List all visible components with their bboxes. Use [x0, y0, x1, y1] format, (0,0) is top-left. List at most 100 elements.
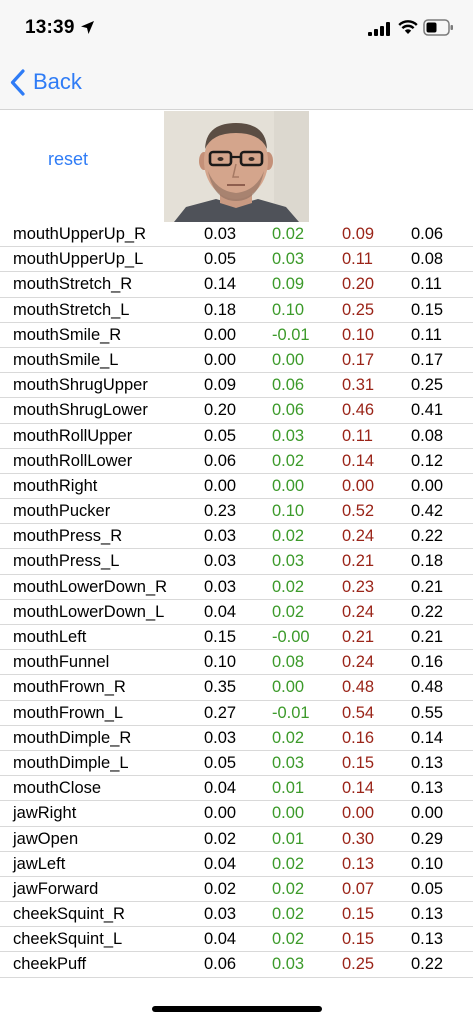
value-max: 0.54 — [342, 703, 375, 722]
value-delta: 0.02 — [272, 728, 305, 747]
table-row: mouthLowerDown_L 0.04 0.02 0.24 0.22 — [0, 600, 473, 625]
table-row: mouthDimple_L 0.05 0.03 0.15 0.13 — [0, 751, 473, 777]
blendshape-name: mouthStretch_R — [13, 275, 133, 294]
face-image — [164, 111, 309, 222]
value-range: 0.12 — [411, 451, 444, 470]
blendshape-name: mouthLowerDown_L — [13, 602, 165, 621]
value-delta: 0.00 — [272, 476, 305, 495]
value-range: 0.15 — [411, 300, 444, 319]
blendshape-name: mouthSmile_L — [13, 350, 119, 369]
blendshape-name: mouthDimple_R — [13, 728, 132, 747]
value-current: 0.05 — [204, 426, 237, 445]
table-row: mouthShrugUpper 0.09 0.06 0.31 0.25 — [0, 373, 473, 399]
value-range: 0.13 — [411, 905, 444, 924]
value-delta: 0.01 — [272, 779, 305, 798]
value-current: 0.14 — [204, 275, 237, 294]
blendshape-name: mouthUpperUp_R — [13, 225, 146, 243]
wifi-icon — [398, 20, 418, 34]
value-range: 0.22 — [411, 602, 444, 621]
value-delta: 0.03 — [272, 753, 305, 772]
table-row: mouthFrown_L 0.27 -0.01 0.54 0.55 — [0, 701, 473, 726]
blendshape-name: mouthUpperUp_L — [13, 250, 144, 269]
value-max: 0.13 — [342, 854, 375, 873]
value-current: 0.27 — [204, 703, 237, 722]
value-max: 0.20 — [342, 275, 375, 294]
value-delta: 0.02 — [272, 854, 305, 873]
home-indicator[interactable] — [152, 1006, 322, 1012]
value-max: 0.30 — [342, 829, 375, 848]
value-range: 0.11 — [411, 275, 442, 294]
value-delta: -0.01 — [272, 703, 310, 722]
value-current: 0.18 — [204, 300, 237, 319]
blendshape-name: mouthPucker — [13, 502, 111, 521]
table-row: mouthFunnel 0.10 0.08 0.24 0.16 — [0, 650, 473, 676]
value-delta: 0.10 — [272, 300, 305, 319]
table-row: jawRight 0.00 0.00 0.00 0.00 — [0, 801, 473, 827]
value-delta: 0.02 — [272, 577, 305, 596]
value-delta: 0.06 — [272, 401, 305, 420]
value-delta: 0.00 — [272, 350, 305, 369]
value-current: 0.03 — [204, 225, 237, 243]
value-range: 0.42 — [411, 502, 444, 521]
value-current: 0.09 — [204, 376, 237, 395]
value-delta: 0.06 — [272, 376, 305, 395]
table-row: mouthClose 0.04 0.01 0.14 0.13 — [0, 776, 473, 802]
table-row: mouthLeft 0.15 -0.00 0.21 0.21 — [0, 625, 473, 651]
blendshape-table: mouthUpperUp_R 0.03 0.02 0.09 0.06 mouthUpper… — [0, 222, 473, 978]
value-range: 0.22 — [411, 955, 444, 974]
value-current: 0.00 — [204, 325, 237, 344]
value-max: 0.23 — [342, 577, 375, 596]
table-row: mouthSmile_L 0.00 0.00 0.17 0.17 — [0, 348, 473, 374]
value-current: 0.03 — [204, 728, 237, 747]
blendshape-name: jawRight — [13, 804, 77, 823]
value-range: 0.08 — [411, 250, 444, 269]
table-row: mouthPucker 0.23 0.10 0.52 0.42 — [0, 499, 473, 525]
blendshape-name: mouthShrugUpper — [13, 376, 148, 395]
blendshape-name: cheekSquint_L — [13, 930, 123, 949]
table-row: mouthLowerDown_R 0.03 0.02 0.23 0.21 — [0, 575, 473, 600]
table-row: mouthDimple_R 0.03 0.02 0.16 0.14 — [0, 726, 473, 751]
value-max: 0.09 — [342, 225, 375, 243]
back-button[interactable]: Back — [10, 64, 82, 100]
value-delta: -0.00 — [272, 628, 310, 646]
table-row: mouthRollUpper 0.05 0.03 0.11 0.08 — [0, 424, 473, 449]
value-range: 0.13 — [411, 753, 444, 772]
value-range: 0.00 — [411, 804, 444, 823]
value-delta: 0.02 — [272, 602, 305, 621]
value-max: 0.48 — [342, 678, 375, 697]
blendshape-name: mouthFrown_L — [13, 703, 124, 722]
blendshape-name: mouthPress_L — [13, 552, 120, 571]
value-delta: 0.03 — [272, 250, 305, 269]
table-row: mouthStretch_R 0.14 0.09 0.20 0.11 — [0, 272, 473, 298]
value-current: 0.05 — [204, 753, 237, 772]
value-range: 0.08 — [411, 426, 444, 445]
value-delta: -0.01 — [272, 325, 310, 344]
value-delta: 0.00 — [272, 804, 305, 823]
table-row: mouthUpperUp_L 0.05 0.03 0.11 0.08 — [0, 247, 473, 273]
value-delta: 0.02 — [272, 451, 305, 470]
value-max: 0.15 — [342, 753, 375, 772]
value-max: 0.21 — [342, 552, 375, 571]
reset-button[interactable]: reset — [48, 149, 89, 169]
value-max: 0.46 — [342, 401, 375, 420]
value-max: 0.24 — [342, 527, 375, 546]
table-row: mouthShrugLower 0.20 0.06 0.46 0.41 — [0, 398, 473, 424]
value-current: 0.04 — [204, 854, 237, 873]
camera-face-preview — [164, 111, 309, 222]
value-max: 0.11 — [342, 426, 373, 445]
blendshape-name: mouthFunnel — [13, 653, 110, 672]
table-row: jawOpen 0.02 0.01 0.30 0.29 — [0, 827, 473, 852]
value-current: 0.15 — [204, 628, 237, 646]
table-row: cheekPuff 0.06 0.03 0.25 0.22 — [0, 952, 473, 978]
value-max: 0.25 — [342, 300, 375, 319]
value-max: 0.11 — [342, 250, 373, 269]
table-row: mouthRight 0.00 0.00 0.00 0.00 — [0, 474, 473, 500]
value-max: 0.24 — [342, 653, 375, 672]
table-row: mouthSmile_R 0.00 -0.01 0.10 0.11 — [0, 323, 473, 348]
value-current: 0.03 — [204, 905, 237, 924]
value-delta: 0.02 — [272, 905, 305, 924]
value-range: 0.22 — [411, 527, 444, 546]
value-delta: 0.10 — [272, 502, 305, 521]
blendshape-name: mouthFrown_R — [13, 678, 126, 697]
